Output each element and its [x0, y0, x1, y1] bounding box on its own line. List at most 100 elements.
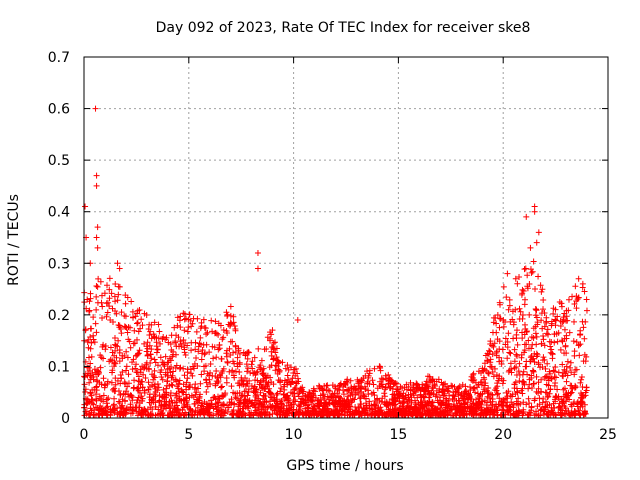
data-point: [175, 381, 182, 388]
data-point: [248, 382, 255, 389]
data-point: [544, 394, 551, 401]
data-point: [147, 351, 154, 358]
data-point: [120, 412, 127, 419]
data-point: [129, 366, 136, 373]
data-point: [87, 325, 94, 332]
data-point: [379, 409, 386, 416]
data-point: [107, 356, 114, 363]
data-point: [180, 403, 187, 410]
data-point: [525, 411, 532, 418]
data-point: [176, 377, 183, 384]
data-point: [567, 364, 574, 371]
data-point: [513, 335, 520, 342]
data-point: [516, 360, 523, 367]
data-point: [434, 397, 441, 404]
data-point: [246, 410, 253, 417]
data-point: [390, 411, 397, 418]
data-point: [337, 402, 344, 409]
data-point: [104, 282, 111, 289]
data-point: [106, 275, 113, 282]
data-point: [422, 401, 429, 408]
data-point: [452, 388, 459, 395]
data-point: [240, 378, 247, 385]
data-point: [135, 328, 142, 335]
data-point: [218, 384, 225, 391]
data-point: [112, 381, 119, 388]
data-point: [122, 391, 129, 398]
data-point: [424, 373, 431, 380]
data-point: [489, 368, 496, 375]
data-point: [482, 352, 489, 359]
data-point: [505, 330, 512, 337]
data-point: [438, 400, 445, 407]
data-point: [424, 383, 431, 390]
data-point: [110, 402, 117, 409]
data-point: [186, 311, 193, 318]
data-point: [95, 275, 102, 282]
data-point: [112, 347, 119, 354]
data-point: [491, 365, 498, 372]
data-point: [488, 363, 495, 370]
data-point: [564, 392, 571, 399]
data-point: [344, 379, 351, 386]
data-point: [131, 377, 138, 384]
data-point: [344, 387, 351, 394]
data-point: [177, 338, 184, 345]
data-point: [566, 329, 573, 336]
data-point: [275, 358, 282, 365]
data-point: [180, 310, 187, 317]
data-point: [540, 296, 547, 303]
data-point: [208, 317, 215, 324]
data-point: [503, 395, 510, 402]
data-point: [562, 404, 569, 411]
data-point: [153, 339, 160, 346]
data-point: [535, 379, 542, 386]
data-point: [269, 327, 276, 334]
data-point: [581, 401, 588, 408]
data-point: [241, 388, 248, 395]
data-point: [467, 387, 474, 394]
data-point: [215, 346, 222, 353]
data-point: [399, 412, 406, 419]
data-point: [466, 403, 473, 410]
data-point: [268, 394, 275, 401]
data-point: [102, 343, 109, 350]
data-point: [135, 377, 142, 384]
data-point: [116, 346, 123, 353]
data-point: [409, 411, 416, 418]
data-point: [484, 393, 491, 400]
data-point: [130, 356, 137, 363]
data-point: [108, 290, 115, 297]
data-point: [184, 342, 191, 349]
data-point: [307, 397, 314, 404]
data-point: [549, 407, 556, 414]
data-point: [139, 378, 146, 385]
data-point: [573, 305, 580, 312]
data-point: [273, 363, 280, 370]
data-point: [573, 339, 580, 346]
data-point: [539, 357, 546, 364]
data-point: [333, 403, 340, 410]
data-point: [464, 396, 471, 403]
data-point: [223, 347, 230, 354]
data-point: [484, 357, 491, 364]
data-point: [127, 344, 134, 351]
data-point: [201, 363, 208, 370]
data-point: [426, 398, 433, 405]
data-point: [188, 370, 195, 377]
data-point: [221, 391, 228, 398]
data-point: [119, 355, 126, 362]
data-point: [199, 350, 206, 357]
data-point: [93, 172, 100, 179]
data-point: [310, 385, 317, 392]
data-point: [168, 381, 175, 388]
data-point: [385, 371, 392, 378]
data-point: [530, 367, 537, 374]
data-point: [274, 390, 281, 397]
data-point: [412, 401, 419, 408]
data-point: [184, 328, 191, 335]
data-point: [539, 325, 546, 332]
data-point: [507, 407, 514, 414]
data-point: [180, 412, 187, 419]
data-point: [148, 397, 155, 404]
